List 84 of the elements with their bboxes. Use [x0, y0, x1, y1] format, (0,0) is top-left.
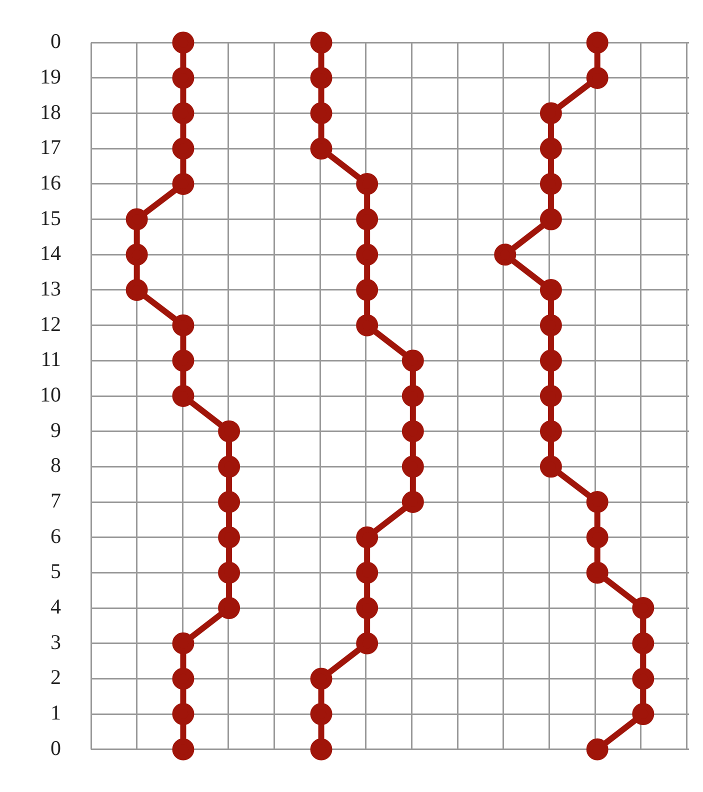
point: [126, 278, 148, 301]
point: [172, 66, 194, 89]
point: [540, 420, 562, 442]
y-tick-label: 3: [50, 630, 61, 654]
point: [356, 597, 378, 620]
y-tick-label: 17: [40, 135, 61, 160]
y-tick-label: 1: [50, 700, 61, 725]
point: [218, 420, 240, 442]
point: [402, 350, 424, 372]
point: [310, 703, 332, 726]
point: [172, 172, 194, 195]
y-tick-label: 5: [50, 559, 61, 584]
point: [494, 244, 516, 266]
point: [218, 597, 240, 620]
point: [172, 385, 194, 407]
point: [172, 703, 194, 726]
point: [540, 350, 562, 372]
y-tick-label: 0: [50, 736, 61, 760]
point: [632, 597, 654, 620]
point: [540, 278, 562, 301]
point: [126, 208, 148, 230]
point: [218, 491, 240, 514]
point: [218, 526, 240, 548]
point: [172, 632, 194, 654]
point: [172, 314, 194, 336]
point: [540, 208, 562, 230]
point: [402, 385, 424, 407]
point: [586, 562, 608, 584]
point: [310, 138, 332, 160]
point: [310, 668, 332, 690]
point: [218, 456, 240, 478]
y-tick-label: 12: [40, 312, 61, 336]
point: [586, 526, 608, 548]
y-tick-label: 18: [40, 100, 61, 124]
point: [218, 562, 240, 584]
point: [356, 314, 378, 336]
point: [586, 491, 608, 514]
point: [172, 138, 194, 160]
y-tick-label: 0: [50, 29, 61, 54]
point: [402, 491, 424, 514]
point: [126, 244, 148, 266]
y-tick-label: 14: [40, 241, 62, 266]
y-tick-label: 6: [50, 524, 61, 548]
point: [356, 526, 378, 548]
point: [310, 66, 332, 89]
y-tick-label: 8: [50, 453, 61, 478]
point: [586, 66, 608, 89]
point: [402, 420, 424, 442]
y-tick-label: 15: [40, 206, 61, 230]
point: [356, 244, 378, 266]
point: [540, 314, 562, 336]
y-tick-label: 13: [40, 276, 61, 300]
point: [356, 208, 378, 230]
y-tick-label: 16: [40, 170, 61, 194]
y-tick-label: 9: [50, 418, 61, 442]
point: [172, 738, 194, 760]
point: [540, 102, 562, 124]
point: [310, 738, 332, 760]
point: [632, 703, 654, 726]
point: [172, 668, 194, 690]
point: [540, 385, 562, 407]
y-tick-label: 10: [40, 382, 61, 407]
point: [356, 562, 378, 584]
y-tick-label: 2: [50, 665, 61, 690]
point: [402, 456, 424, 478]
point: [540, 172, 562, 195]
point: [632, 632, 654, 654]
point: [172, 102, 194, 124]
y-tick-label: 11: [40, 347, 61, 372]
point: [540, 456, 562, 478]
point: [172, 350, 194, 372]
y-tick-label: 19: [40, 64, 61, 88]
point: [586, 738, 608, 760]
point: [586, 32, 608, 54]
point: [310, 32, 332, 54]
point: [540, 138, 562, 160]
point: [632, 668, 654, 690]
point: [172, 32, 194, 54]
point: [356, 278, 378, 301]
point: [356, 172, 378, 195]
point: [310, 102, 332, 124]
y-tick-label: 4: [50, 594, 62, 619]
y-tick-label: 7: [50, 488, 61, 513]
point: [356, 632, 378, 654]
